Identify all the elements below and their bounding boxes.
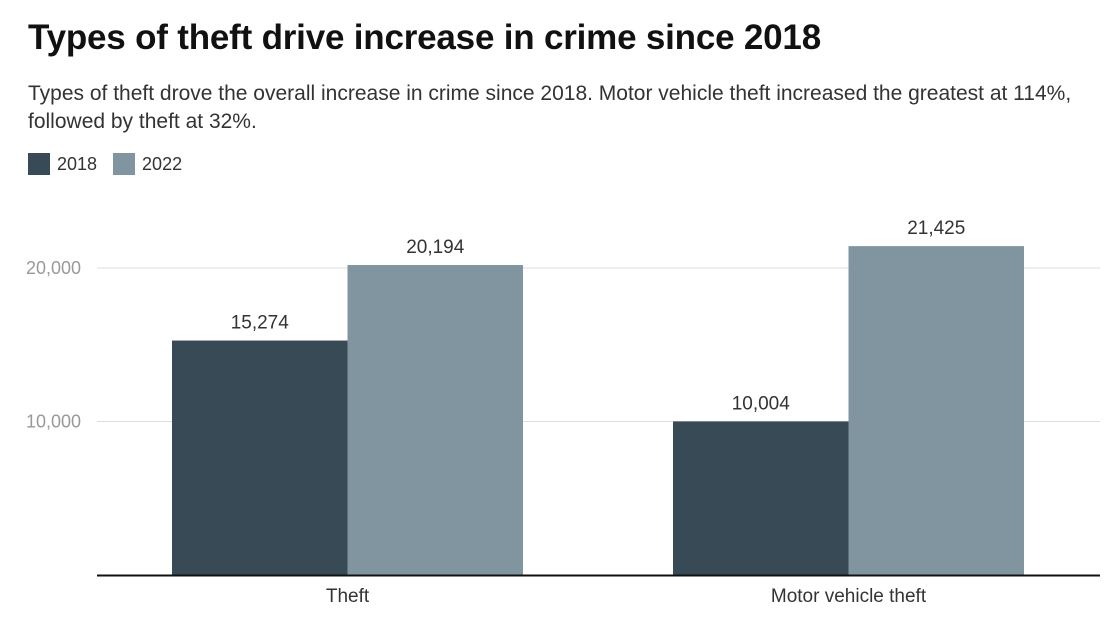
chart-subtitle: Types of theft drove the overall increas…: [28, 82, 1072, 133]
bar-2022-1: [848, 246, 1024, 575]
bar-2022-0: [347, 265, 523, 575]
chart-title: Types of theft drive increase in crime s…: [28, 18, 821, 57]
legend: 2018 2022: [28, 153, 198, 175]
legend-item-2022: 2022: [113, 153, 182, 175]
bar-2018-1: [673, 421, 849, 575]
legend-swatch-2022: [113, 153, 136, 175]
y-tick-label: 10,000: [26, 412, 81, 432]
data-label: 20,194: [406, 237, 465, 258]
legend-label-2022: 2022: [142, 153, 183, 174]
data-label: 10,004: [732, 393, 791, 414]
legend-label-2018: 2018: [57, 153, 98, 174]
legend-swatch-2018: [28, 153, 50, 175]
y-tick-label: 20,000: [26, 258, 81, 278]
data-label: 15,274: [231, 313, 290, 334]
x-category-label: Motor vehicle theft: [771, 586, 927, 607]
legend-item-2018: 2018: [28, 153, 97, 175]
x-category-label: Theft: [326, 586, 370, 607]
data-label: 21,425: [907, 218, 965, 239]
bar-2018-0: [172, 340, 348, 575]
